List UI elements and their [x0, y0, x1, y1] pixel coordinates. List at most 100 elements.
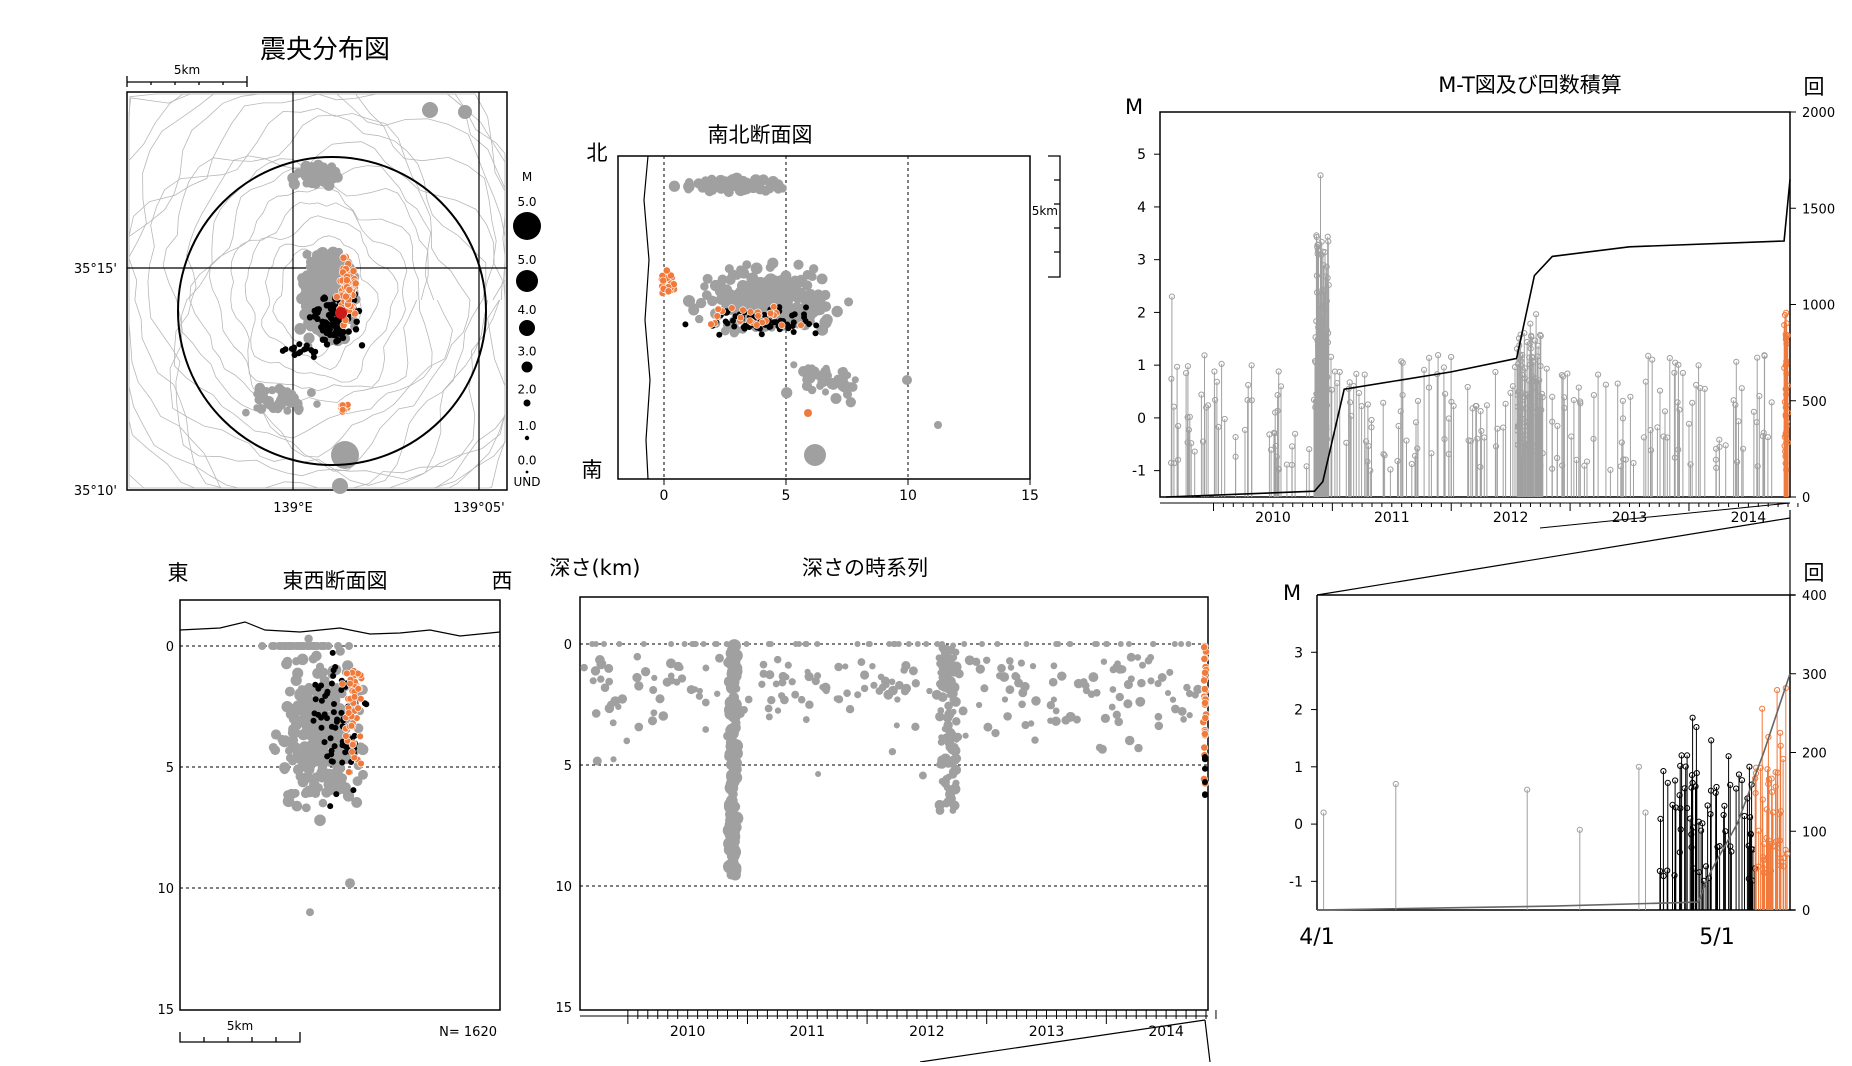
mt-stem-old-marker: [1292, 430, 1299, 437]
mt-stem-old-marker: [1509, 383, 1517, 390]
zoom-stem-recent-marker: [1713, 783, 1720, 791]
ew-point-old: [268, 742, 278, 753]
legend-label: 3.0: [517, 345, 536, 359]
legend-symbol: [519, 320, 535, 336]
zoom-stem-recent-marker: [1684, 752, 1691, 759]
depth-point-old: [1134, 654, 1142, 661]
ew-point-latest: [346, 679, 354, 688]
depth-xtick-label: 2010: [670, 1024, 706, 1040]
mt-stem-old-marker: [1695, 362, 1702, 369]
depth-point-old: [1150, 641, 1156, 647]
mt-stem-old-marker: [1318, 405, 1326, 412]
ew-point-old: [308, 749, 319, 760]
depth-point-old: [926, 687, 933, 695]
depth-point-old: [700, 641, 707, 647]
epicenter-point-old: [265, 400, 275, 410]
depth-point-old: [834, 662, 843, 672]
mt-stem-old-marker: [1527, 320, 1534, 327]
ns-point-old: [816, 273, 828, 285]
mt-stem-old-marker: [1627, 393, 1634, 400]
ns-topography-line: [643, 155, 651, 480]
mt-stem-old-marker: [1273, 453, 1280, 460]
ns-scale-label: 5km: [1032, 204, 1058, 218]
ns-tick-label: 15: [1021, 488, 1039, 504]
depth-point-old: [758, 680, 766, 688]
epicenter-point-old: [310, 290, 323, 303]
depth-xtick-label: 2012: [909, 1024, 945, 1040]
depth-point-old: [695, 692, 704, 700]
depth-point-latest: [1201, 668, 1209, 677]
ew-section-title: 東西断面図: [283, 569, 388, 593]
legend-symbol: [523, 399, 531, 407]
depth-point-old: [918, 771, 927, 780]
depth-point-latest: [1201, 730, 1209, 738]
mt-stem-old-marker: [1620, 456, 1627, 463]
mt-stem-old-marker: [1661, 408, 1669, 415]
zoom-stem-recent-marker: [1689, 714, 1696, 721]
depth-point-old: [1118, 665, 1127, 674]
depth-point-old: [729, 861, 742, 875]
mt-y2tick-label: 2000: [1802, 106, 1835, 121]
depth-point-old: [1050, 696, 1057, 703]
depth-point-old: [1018, 700, 1026, 709]
ew-point-latest: [342, 732, 350, 740]
epicenter-point-recent: [358, 342, 366, 349]
depth-point-old: [1109, 686, 1117, 693]
depth-point-old: [1055, 641, 1062, 647]
depth-point-old: [975, 664, 985, 674]
ns-point-latest: [766, 309, 775, 317]
depth-point-old: [744, 695, 753, 704]
zoom-stem-latest-marker: [1784, 850, 1791, 857]
depth-point-old: [597, 675, 605, 683]
ew-point-old: [302, 771, 313, 783]
depth-point-old: [610, 756, 617, 763]
depth-point-old: [728, 835, 740, 848]
ew-point-old: [290, 788, 300, 798]
depth-point-old: [1154, 721, 1164, 731]
depth-point-old: [935, 712, 945, 722]
mt-stem-old-marker: [1713, 464, 1720, 471]
depth-point-old: [772, 680, 780, 688]
mt-stem-old-marker: [1528, 332, 1535, 339]
ns-point-old: [765, 288, 775, 298]
depth-point-old: [580, 663, 588, 672]
ew-point-old: [311, 650, 322, 662]
depth-point-recent: [1202, 765, 1208, 772]
zoom-stem-recent-marker: [1722, 828, 1729, 835]
depth-point-old: [725, 808, 738, 821]
zoom-stem-recent-marker: [1714, 843, 1721, 851]
mt-stem-old-marker: [1607, 466, 1614, 473]
depth-point-old: [1185, 689, 1194, 698]
mt-stem-old-marker: [1184, 363, 1192, 370]
mt-stem-old-marker: [1398, 358, 1405, 365]
ns-point-recent: [812, 330, 819, 337]
epicenter-point-old: [242, 408, 250, 417]
depth-axes: 2010 2011 2012 2013 2014: [580, 1010, 1217, 1040]
mt-stem-old-marker: [1539, 450, 1546, 457]
mt-stem-old-marker: [1618, 439, 1625, 446]
depth-point-old: [895, 680, 904, 690]
mt-y2tick-label: 1000: [1802, 299, 1835, 314]
depth-point-old: [591, 709, 601, 718]
depth-point-old: [911, 679, 920, 688]
zoom-y2tick-label: 200: [1802, 747, 1827, 762]
depth-point-old: [600, 683, 610, 693]
depth-point-old: [804, 668, 811, 675]
depth-point-old: [999, 672, 1010, 682]
mt-stem-old-marker: [1549, 393, 1556, 400]
depth-point-old: [714, 690, 721, 697]
depth-point-old: [945, 703, 952, 711]
depth-point-old: [731, 699, 740, 709]
epicenter-point-old: [294, 323, 307, 335]
mt-stem-old-marker: [1645, 352, 1652, 359]
mt-xtick-label: 2011: [1374, 510, 1410, 526]
ns-point-old: [768, 278, 781, 291]
ns-point-recent: [767, 323, 774, 330]
map-reference-circle: [177, 156, 487, 466]
ew-point-old: [319, 675, 328, 684]
ns-point-old: [844, 297, 854, 307]
mt-stem-old-marker: [1328, 386, 1335, 393]
mt-stem-old-marker: [1325, 238, 1332, 245]
depth-point-old: [616, 641, 623, 647]
depth-point-old: [701, 698, 710, 707]
